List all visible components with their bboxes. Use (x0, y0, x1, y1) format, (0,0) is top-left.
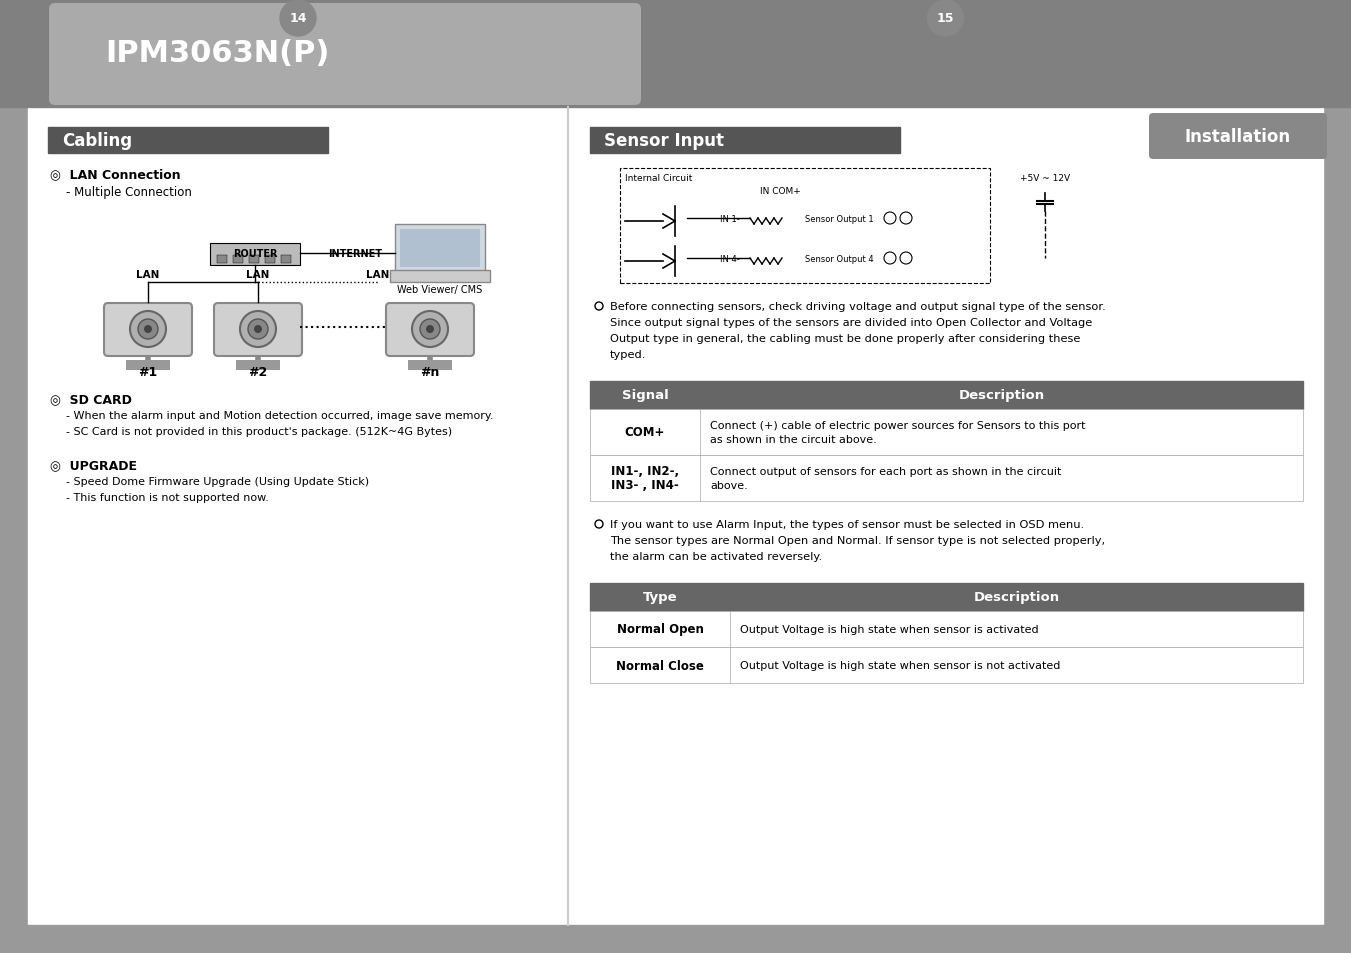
Text: LAN: LAN (246, 270, 270, 280)
Circle shape (884, 253, 896, 265)
Text: IN3- , IN4-: IN3- , IN4- (611, 479, 678, 492)
Text: The sensor types are Normal Open and Normal. If sensor type is not selected prop: The sensor types are Normal Open and Nor… (611, 536, 1105, 545)
FancyBboxPatch shape (386, 304, 474, 356)
Text: typed.: typed. (611, 350, 646, 359)
Bar (620, 169, 990, 284)
Text: Installation: Installation (1185, 128, 1292, 146)
Text: #1: #1 (138, 366, 158, 379)
Text: Connect (+) cable of electric power sources for Sensors to this port: Connect (+) cable of electric power sour… (711, 420, 1085, 431)
Circle shape (426, 326, 434, 334)
Text: COM+: COM+ (624, 426, 665, 439)
Bar (394, 225, 485, 273)
Text: Description: Description (974, 591, 1059, 604)
Bar (590, 612, 1302, 647)
Circle shape (900, 253, 912, 265)
Text: the alarm can be activated reversely.: the alarm can be activated reversely. (611, 552, 823, 561)
Text: Output Voltage is high state when sensor is not activated: Output Voltage is high state when sensor… (740, 660, 1061, 670)
Bar (28, 108, 1323, 925)
Text: Since output signal types of the sensors are divided into Open Collector and Vol: Since output signal types of the sensors… (611, 317, 1092, 328)
Text: Before connecting sensors, check driving voltage and output signal type of the s: Before connecting sensors, check driving… (611, 302, 1105, 312)
Text: Sensor Output 1: Sensor Output 1 (805, 214, 874, 224)
Text: LAN: LAN (366, 270, 389, 280)
Text: Sensor Output 4: Sensor Output 4 (805, 254, 874, 264)
FancyBboxPatch shape (49, 4, 640, 106)
FancyBboxPatch shape (213, 304, 303, 356)
Text: ROUTER: ROUTER (232, 249, 277, 258)
FancyBboxPatch shape (1148, 113, 1327, 160)
Text: If you want to use Alarm Input, the types of sensor must be selected in OSD menu: If you want to use Alarm Input, the type… (611, 519, 1084, 530)
Circle shape (594, 520, 603, 529)
Circle shape (138, 319, 158, 339)
Text: 15: 15 (936, 12, 954, 26)
Circle shape (249, 319, 267, 339)
Bar (590, 128, 900, 153)
Text: ◎  UPGRADE: ◎ UPGRADE (50, 458, 136, 472)
Bar (408, 360, 453, 371)
Bar (236, 360, 280, 371)
Circle shape (240, 312, 276, 348)
Text: Type: Type (643, 591, 677, 604)
Circle shape (145, 326, 153, 334)
Bar (590, 456, 1302, 501)
Circle shape (280, 1, 316, 37)
Bar (281, 255, 290, 264)
Text: Description: Description (958, 389, 1044, 402)
Text: - When the alarm input and Motion detection occurred, image save memory.: - When the alarm input and Motion detect… (66, 411, 493, 420)
Text: IPM3063N(P): IPM3063N(P) (105, 39, 330, 69)
Text: as shown in the circuit above.: as shown in the circuit above. (711, 435, 877, 444)
Text: Internal Circuit: Internal Circuit (626, 173, 692, 183)
FancyBboxPatch shape (104, 304, 192, 356)
Text: ◎  SD CARD: ◎ SD CARD (50, 393, 132, 406)
Text: IN 1-: IN 1- (720, 214, 740, 224)
Text: above.: above. (711, 480, 747, 491)
Text: INTERNET: INTERNET (328, 249, 382, 258)
Circle shape (420, 319, 440, 339)
Bar (126, 360, 170, 371)
Text: ◎  LAN Connection: ◎ LAN Connection (50, 168, 181, 181)
Text: IN 4-: IN 4- (720, 254, 740, 264)
Text: - This function is not supported now.: - This function is not supported now. (66, 493, 269, 502)
Text: - SC Card is not provided in this product's package. (512K~4G Bytes): - SC Card is not provided in this produc… (66, 427, 453, 436)
Bar (0, 0, 1351, 108)
Bar (249, 255, 259, 264)
Text: Connect output of sensors for each port as shown in the circuit: Connect output of sensors for each port … (711, 467, 1062, 476)
Text: - Multiple Connection: - Multiple Connection (66, 186, 192, 199)
Bar (590, 381, 1302, 410)
Bar (400, 230, 480, 268)
Circle shape (928, 1, 963, 37)
Bar (209, 244, 300, 266)
Text: 14: 14 (289, 12, 307, 26)
Circle shape (254, 326, 262, 334)
Text: Sensor Input: Sensor Input (604, 132, 724, 150)
Text: Output type in general, the cabling must be done properly after considering thes: Output type in general, the cabling must… (611, 334, 1081, 344)
Bar (590, 647, 1302, 683)
Text: LAN: LAN (136, 270, 159, 280)
Bar (49, 128, 328, 153)
Text: #n: #n (420, 366, 439, 379)
Bar (0, 925, 1351, 953)
Text: Cabling: Cabling (62, 132, 132, 150)
Text: IN COM+: IN COM+ (761, 187, 801, 195)
Text: Normal Open: Normal Open (616, 623, 704, 636)
Circle shape (412, 312, 449, 348)
Text: IN1-, IN2-,: IN1-, IN2-, (611, 465, 680, 478)
Bar (218, 255, 227, 264)
Circle shape (594, 303, 603, 311)
Text: #2: #2 (249, 366, 267, 379)
Bar (390, 271, 490, 283)
Bar (590, 583, 1302, 612)
Bar (265, 255, 276, 264)
Bar (232, 255, 243, 264)
Circle shape (900, 213, 912, 225)
Text: Signal: Signal (621, 389, 669, 402)
Text: +5V ~ 12V: +5V ~ 12V (1020, 173, 1070, 183)
Text: Output Voltage is high state when sensor is activated: Output Voltage is high state when sensor… (740, 624, 1039, 635)
Text: Web Viewer/ CMS: Web Viewer/ CMS (397, 285, 482, 294)
Text: Normal Close: Normal Close (616, 659, 704, 672)
Text: - Speed Dome Firmware Upgrade (Using Update Stick): - Speed Dome Firmware Upgrade (Using Upd… (66, 476, 369, 486)
Circle shape (130, 312, 166, 348)
Circle shape (884, 213, 896, 225)
Bar (590, 410, 1302, 456)
